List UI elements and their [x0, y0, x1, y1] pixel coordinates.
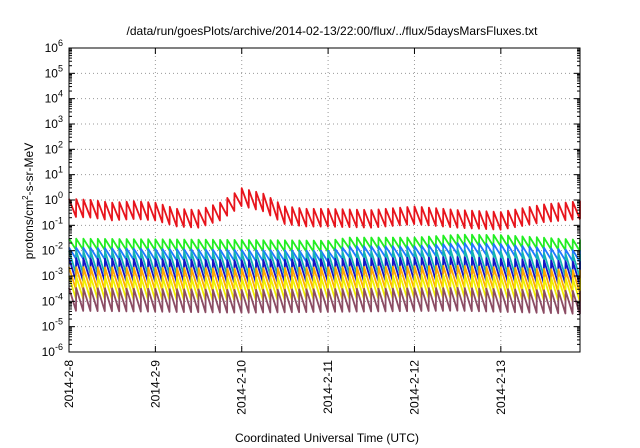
y-tick-mantissa: 10 [42, 345, 56, 359]
series-layer [68, 187, 581, 315]
y-tick-mantissa: 10 [42, 320, 56, 334]
y-tick-exponent: 4 [58, 89, 63, 99]
y-tick-exponent: 3 [58, 114, 63, 124]
y-tick-label: 104 [45, 89, 63, 106]
y-tick-exponent: -5 [55, 317, 63, 327]
y-tick-label: 102 [45, 139, 63, 156]
x-tick-label: 2014-2-8 [62, 360, 76, 408]
y-tick-mantissa: 10 [42, 269, 56, 283]
y-axis-label: protons/cm2-s-sr-MeV [21, 143, 36, 259]
y-tick-mantissa: 10 [42, 294, 56, 308]
y-tick-exponent: 0 [58, 190, 63, 200]
chart-title: /data/run/goesPlots/archive/2014-02-13/2… [127, 24, 539, 38]
y-tick-mantissa: 10 [42, 244, 56, 258]
x-tick-label: 2014-2-11 [321, 360, 335, 414]
x-tick-label: 2014-2-9 [148, 360, 162, 408]
y-tick-label: 10-1 [42, 215, 63, 232]
y-tick-label: 106 [45, 38, 63, 55]
y-tick-exponent: 6 [58, 38, 63, 48]
y-tick-exponent: 1 [58, 165, 63, 175]
x-tick-label: 2014-2-10 [235, 360, 249, 415]
y-tick-exponent: -6 [55, 342, 63, 352]
y-tick-exponent: 5 [58, 63, 63, 73]
y-tick-label: 101 [45, 165, 63, 182]
y-axis-ticks: 10-610-510-410-310-210-11001011021031041… [42, 38, 580, 359]
y-tick-label: 105 [45, 63, 63, 80]
y-axis-label-rest: -s-sr-MeV [22, 143, 36, 196]
y-tick-label: 103 [45, 114, 63, 131]
y-tick-mantissa: 10 [45, 142, 59, 156]
y-tick-mantissa: 10 [45, 117, 59, 131]
y-tick-exponent: -4 [55, 291, 63, 301]
y-tick-label: 10-6 [42, 342, 63, 359]
y-axis-label-base: protons/cm [22, 200, 36, 259]
y-tick-mantissa: 10 [42, 218, 56, 232]
y-tick-label: 10-5 [42, 317, 63, 334]
y-tick-exponent: -1 [55, 215, 63, 225]
y-axis-label-superscript: 2 [21, 195, 30, 200]
y-tick-label: 10-3 [42, 266, 63, 283]
y-tick-mantissa: 10 [45, 193, 59, 207]
y-tick-label: 10-2 [42, 241, 63, 258]
y-tick-exponent: -2 [55, 241, 63, 251]
y-tick-mantissa: 10 [45, 41, 59, 55]
y-tick-mantissa: 10 [45, 168, 59, 182]
y-tick-label: 100 [45, 190, 63, 207]
series-line [68, 187, 581, 231]
y-tick-exponent: -3 [55, 266, 63, 276]
x-axis-ticks: 2014-2-8 2014-2-9 2014-2-10 2014-2-11 2014-2… [62, 48, 508, 415]
y-tick-exponent: 2 [58, 139, 63, 149]
x-tick-label: 2014-2-13 [494, 360, 508, 415]
y-tick-mantissa: 10 [45, 92, 59, 106]
x-tick-label: 2014-2-12 [407, 360, 421, 415]
y-tick-mantissa: 10 [45, 66, 59, 80]
x-axis-label: Coordinated Universal Time (UTC) [235, 431, 419, 445]
y-tick-label: 10-4 [42, 291, 63, 308]
series-line [68, 286, 581, 315]
